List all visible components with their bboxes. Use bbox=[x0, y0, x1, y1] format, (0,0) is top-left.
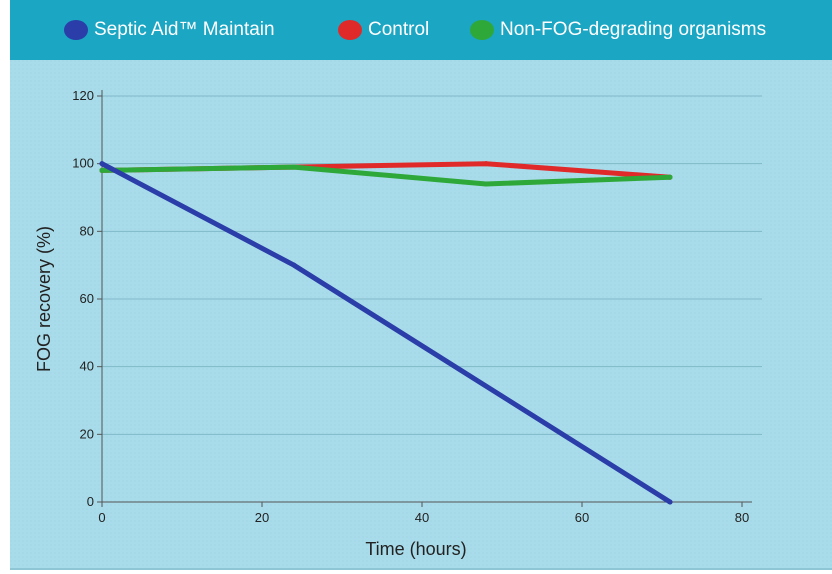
data-point-septic-aid-1 bbox=[291, 262, 297, 268]
y-tick-label-100: 100 bbox=[72, 156, 94, 171]
legend-item-septic-aid: Septic Aid™ Maintain bbox=[64, 0, 275, 60]
y-tick-label-120: 120 bbox=[72, 88, 94, 103]
y-tick-label-0: 0 bbox=[87, 494, 94, 509]
x-tick-label-0: 0 bbox=[98, 510, 105, 525]
y-tick-label-20: 20 bbox=[80, 426, 94, 441]
x-tick-label-60: 60 bbox=[575, 510, 589, 525]
legend-item-non-fog: Non-FOG-degrading organisms bbox=[470, 0, 766, 60]
y-tick-label-60: 60 bbox=[80, 291, 94, 306]
x-tick-label-80: 80 bbox=[735, 510, 749, 525]
series-line-non-fog bbox=[99, 164, 673, 187]
legend-swatch-non-fog bbox=[470, 20, 494, 40]
data-point-non-fog-2 bbox=[483, 181, 489, 187]
line-chart: 0 20 40 60 80 100 120 0 20 40 60 80 Time (hours) FO… bbox=[10, 60, 832, 568]
legend-item-control: Control bbox=[338, 0, 429, 60]
legend-swatch-control bbox=[338, 20, 362, 40]
y-tick-label-40: 40 bbox=[80, 359, 94, 374]
x-tick-label-20: 20 bbox=[255, 510, 269, 525]
y-axis-title: FOG recovery (%) bbox=[34, 226, 54, 372]
data-point-control-2 bbox=[483, 161, 489, 167]
legend-swatch-septic-aid bbox=[64, 20, 88, 40]
data-point-non-fog-3 bbox=[667, 174, 673, 180]
y-tick-label-80: 80 bbox=[80, 223, 94, 238]
x-axis-title: Time (hours) bbox=[365, 539, 466, 559]
legend: Septic Aid™ Maintain Control Non-FOG-deg… bbox=[10, 0, 832, 60]
legend-label-non-fog: Non-FOG-degrading organisms bbox=[500, 19, 767, 40]
data-point-septic-aid-2 bbox=[667, 499, 673, 505]
chart-frame: Septic Aid™ Maintain Control Non-FOG-deg… bbox=[10, 0, 832, 570]
legend-label-septic-aid: Septic Aid™ Maintain bbox=[94, 19, 275, 40]
x-tick-label-40: 40 bbox=[415, 510, 429, 525]
legend-label-control: Control bbox=[368, 19, 430, 40]
series-layer bbox=[99, 161, 673, 505]
data-point-septic-aid-0 bbox=[99, 161, 105, 167]
data-point-non-fog-1 bbox=[291, 164, 297, 170]
axis-labels: 0 20 40 60 80 100 120 0 20 40 60 80 bbox=[72, 88, 749, 525]
data-point-non-fog-0 bbox=[99, 167, 105, 173]
plot-background bbox=[10, 60, 832, 568]
